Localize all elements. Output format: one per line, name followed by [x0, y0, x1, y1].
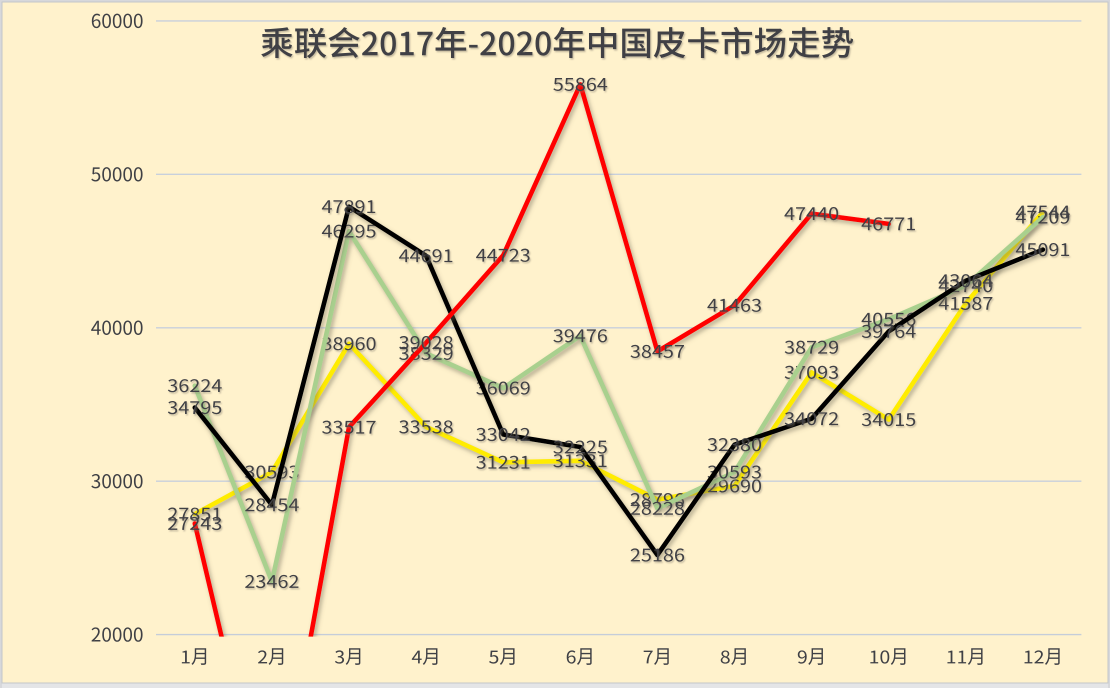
x-axis-labels: 1月2月3月4月5月6月7月8月9月10月11月12月	[181, 648, 1060, 665]
series-black-line	[192, 204, 1046, 558]
series-red-line	[192, 82, 892, 637]
chart-title: 乘联会2017年-2020年中国皮卡市场走势	[261, 26, 854, 59]
series-black: 3479528454478914469133042322252518632380…	[167, 200, 1070, 562]
bottom-strip	[2, 683, 1108, 688]
series-red: 2724333517390284472355864384574146347440…	[168, 77, 915, 637]
series-yellow-labels: 2785130593389603353831231313312879629690…	[168, 205, 1070, 521]
series-black-labels: 3479528454478914469133042322252518632380…	[167, 200, 1070, 562]
y-axis-labels: 2000030000400005000060000	[91, 13, 143, 642]
series-yellow-line	[192, 209, 1046, 517]
series-yellow: 2785130593389603353831231313312879629690…	[168, 205, 1070, 521]
series-red-labels: 2724333517390284472355864384574146347440…	[168, 77, 915, 531]
series-green: 3622423462462953832936069394762822830593…	[167, 210, 1070, 589]
